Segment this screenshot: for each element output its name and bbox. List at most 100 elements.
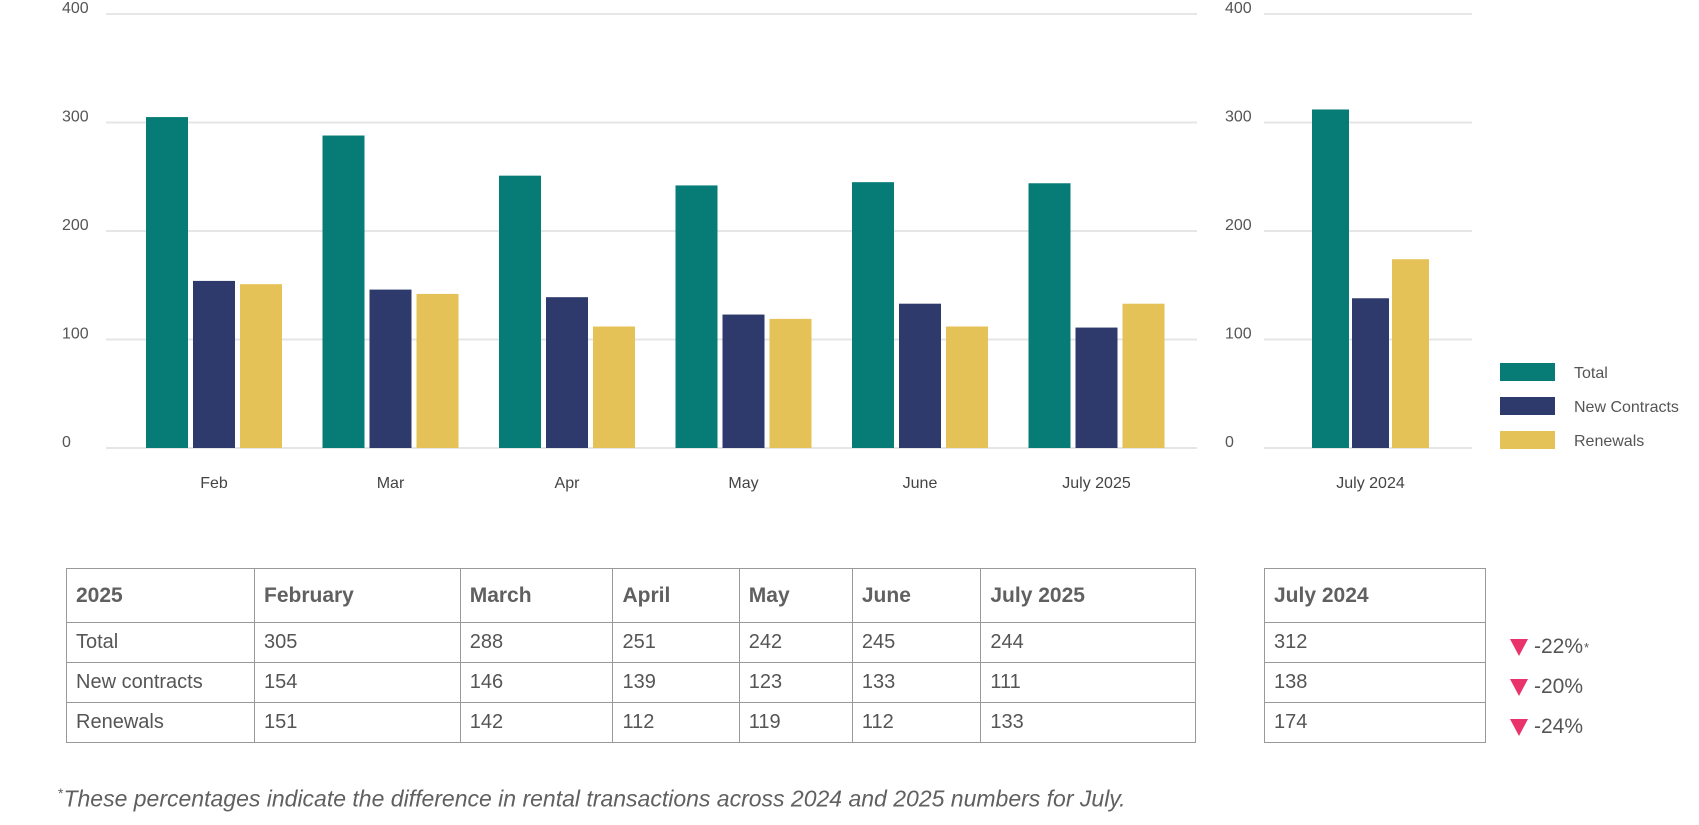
y-tick-label: 100 <box>62 326 89 343</box>
table-cell: 312 <box>1264 622 1486 663</box>
x-category-label: Apr <box>555 475 581 492</box>
table-row: 174 <box>1264 702 1486 743</box>
table-cell: 119 <box>738 702 853 743</box>
table-row: Renewals 151 142 112 119 112 133 <box>66 702 1196 743</box>
table-cell: 245 <box>851 622 982 663</box>
bar-renewals <box>240 284 282 448</box>
table-cell: 142 <box>459 702 614 743</box>
footnote-marker: * <box>58 785 64 801</box>
change-item: -24% <box>1510 707 1589 747</box>
table-corner-cell: 2025 <box>66 568 255 623</box>
footnote-text: These percentages indicate the differenc… <box>63 785 1126 812</box>
table-cell: 111 <box>980 662 1196 703</box>
table-header-cell: May <box>738 568 853 623</box>
y-tick-label: 400 <box>62 0 89 17</box>
y-tick-label: 0 <box>62 434 71 451</box>
y-tick-label: 300 <box>1225 109 1252 126</box>
bar-total <box>852 182 894 449</box>
bar-new-contracts <box>1075 327 1118 448</box>
table-header-cell: June <box>851 568 982 623</box>
bar-renewals <box>593 326 635 448</box>
table-cell: 139 <box>612 662 740 703</box>
table-row: Total 305 288 251 242 245 244 <box>66 622 1196 663</box>
table-cell: 112 <box>851 702 982 743</box>
change-value: -20% <box>1534 675 1584 698</box>
bar-new-contracts <box>722 314 765 448</box>
legend-label: Renewals <box>1574 433 1644 450</box>
table-header-cell: February <box>254 568 461 623</box>
table-cell: 174 <box>1264 702 1486 743</box>
table-cell: 133 <box>851 662 982 703</box>
bar-total <box>675 185 718 448</box>
row-label: Total <box>66 622 255 663</box>
july-2024-bar-chart: 0 100 200 300 400 July 2024 <box>1225 0 1472 492</box>
monthly-data-table: 2025 February March April May June July … <box>66 568 1196 743</box>
bar-new-contracts <box>899 303 941 448</box>
bar-renewals <box>946 326 988 448</box>
down-triangle-icon <box>1510 678 1528 696</box>
legend-swatch <box>1500 363 1555 381</box>
table-header-cell: July 2024 <box>1264 568 1486 623</box>
y-tick-label: 400 <box>1225 0 1252 17</box>
bar-renewals <box>769 318 812 448</box>
change-item: -20% <box>1510 667 1589 707</box>
bar-renewals <box>416 293 459 448</box>
down-triangle-icon <box>1510 638 1528 656</box>
x-category-label: Feb <box>200 475 228 492</box>
table-row: 138 <box>1264 662 1486 703</box>
table-cell: 305 <box>254 622 461 663</box>
chart-legend: Total New Contracts Renewals <box>1500 363 1679 450</box>
bar-new-contracts <box>193 280 235 448</box>
x-category-label: July 2025 <box>1062 475 1131 492</box>
y-tick-label: 200 <box>62 217 89 234</box>
legend-swatch <box>1500 431 1555 449</box>
table-header-row: July 2024 <box>1264 568 1486 623</box>
change-value: -22% <box>1534 635 1584 658</box>
down-triangle-icon <box>1510 718 1528 736</box>
row-label: New contracts <box>66 662 255 703</box>
change-item: -22% * <box>1510 627 1589 667</box>
legend-swatch <box>1500 397 1555 415</box>
table-header-row: 2025 February March April May June July … <box>66 568 1196 623</box>
footnote-marker: * <box>1584 639 1590 655</box>
x-category-label: Mar <box>377 475 405 492</box>
table-cell: 112 <box>612 702 740 743</box>
table-cell: 154 <box>254 662 461 703</box>
table-header-cell: July 2025 <box>980 568 1196 623</box>
row-label: Renewals <box>66 702 255 743</box>
bar-new-contracts <box>546 297 588 448</box>
x-category-label: June <box>903 475 938 492</box>
y-tick-label: 100 <box>1225 326 1252 343</box>
year-over-year-changes: -22% * -20% -24% <box>1510 627 1589 747</box>
legend-label: New Contracts <box>1574 399 1679 416</box>
y-tick-label: 300 <box>62 109 89 126</box>
table-cell: 151 <box>254 702 461 743</box>
table-cell: 146 <box>459 662 614 703</box>
legend-label: Total <box>1574 365 1608 382</box>
bar-total <box>499 175 541 449</box>
table-cell: 123 <box>738 662 853 703</box>
table-cell: 288 <box>459 622 614 663</box>
change-value: -24% <box>1534 715 1584 738</box>
x-category-label: May <box>728 475 758 492</box>
charts-area: 0 100 200 300 400 Feb Mar Apr May June July 2025 0… <box>62 0 1679 492</box>
july-2024-table: July 2024 312 138 174 <box>1264 568 1486 743</box>
bar-new-contracts <box>1352 298 1389 448</box>
bar-renewals <box>1122 303 1165 448</box>
table-cell: 244 <box>980 622 1196 663</box>
table-row: New contracts 154 146 139 123 133 111 <box>66 662 1196 703</box>
bar-total <box>322 135 365 448</box>
table-header-cell: April <box>612 568 740 623</box>
table-cell: 138 <box>1264 662 1486 703</box>
y-tick-label: 0 <box>1225 434 1234 451</box>
bar-renewals <box>1392 259 1429 448</box>
x-category-label: July 2024 <box>1336 475 1405 492</box>
table-header-cell: March <box>459 568 614 623</box>
monthly-bar-chart: 0 100 200 300 400 Feb Mar Apr May June July 2025 <box>62 0 1197 492</box>
table-cell: 251 <box>612 622 740 663</box>
table-cell: 133 <box>980 702 1196 743</box>
bar-total <box>1028 183 1071 448</box>
y-tick-label: 200 <box>1225 217 1252 234</box>
bar-total <box>146 117 188 448</box>
table-row: 312 <box>1264 622 1486 663</box>
